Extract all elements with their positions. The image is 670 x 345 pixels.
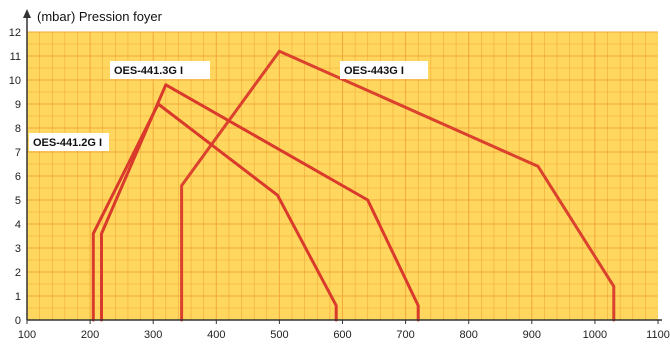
series-label-1: OES-441.2G I [33, 137, 102, 149]
x-tick-label: 200 [81, 329, 99, 341]
x-tick-labels: 100 200 300 400 500 600 700 800 900 1000 1100 [18, 329, 670, 341]
y-tick-label: 9 [15, 99, 21, 111]
y-tick-label: 1 [15, 291, 21, 303]
axes [23, 9, 662, 324]
y-tick-label: 6 [15, 171, 21, 183]
y-tick-label: 11 [10, 51, 21, 63]
series-line-1 [91, 102, 338, 322]
series-label-box-3 [340, 61, 428, 79]
y-axis-arrow [23, 9, 31, 18]
x-tick-label: 1100 [646, 329, 670, 341]
x-tick-label: 500 [270, 329, 288, 341]
y-tick-label: 4 [15, 219, 21, 231]
series-label-3: OES-443G I [344, 65, 404, 77]
y-tick-label: 7 [15, 147, 21, 159]
x-tick-label: 700 [396, 329, 414, 341]
y-tick-label: 3 [15, 243, 21, 255]
series-lines [91, 49, 616, 322]
x-tick-label: 900 [523, 329, 541, 341]
series-labels: OES-441.2G I OES-441.3G I OES-443G I [29, 61, 428, 151]
y-tick-label: 2 [15, 267, 21, 279]
y-tick-label: 8 [15, 123, 21, 135]
series-line-3 [180, 49, 616, 322]
y-tick-label: 5 [15, 195, 21, 207]
x-tick-label: 800 [460, 329, 478, 341]
series-label-box-2 [110, 61, 210, 79]
x-tick-label: 300 [144, 329, 162, 341]
series-label-2: OES-441.3G I [114, 65, 183, 77]
x-tick-label: 400 [207, 329, 225, 341]
x-tick-label: 1000 [583, 329, 607, 341]
x-tick-label: 100 [18, 329, 36, 341]
major-grid [27, 31, 658, 320]
y-tick-label: 0 [15, 315, 21, 327]
y-axis-title: (mbar) Pression foyer [37, 9, 163, 24]
y-tick-label: 10 [9, 75, 21, 87]
series-label-box-1 [29, 133, 109, 151]
y-tick-label: 12 [9, 27, 21, 39]
series-line-2 [100, 83, 420, 322]
x-tick-label: 600 [333, 329, 351, 341]
